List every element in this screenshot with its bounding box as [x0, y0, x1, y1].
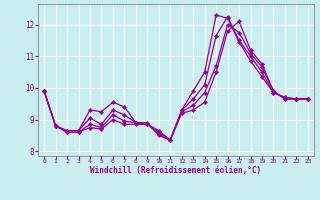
- X-axis label: Windchill (Refroidissement éolien,°C): Windchill (Refroidissement éolien,°C): [91, 166, 261, 175]
